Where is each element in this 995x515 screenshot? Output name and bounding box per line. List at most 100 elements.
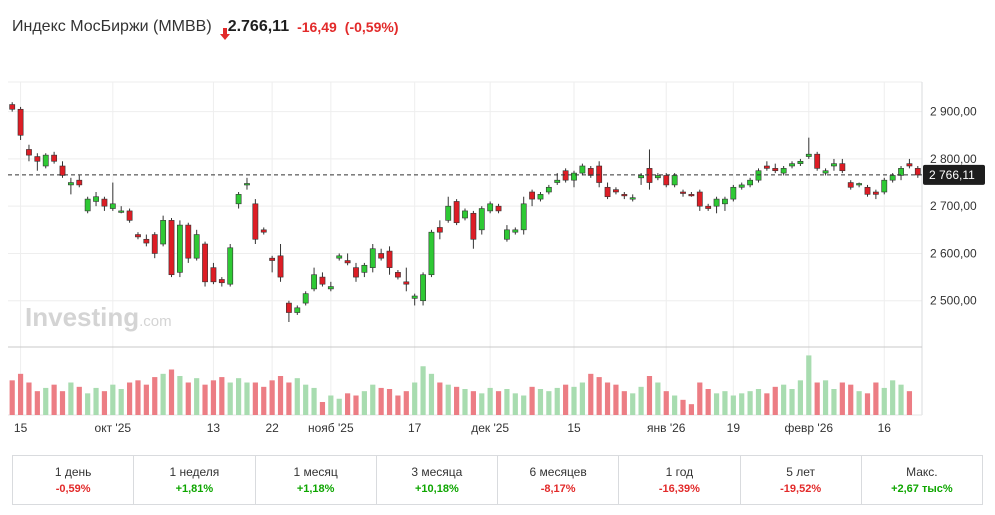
volume-bar — [504, 389, 510, 415]
candle-body — [193, 234, 200, 259]
volume-bar — [286, 382, 292, 415]
volume-bar — [26, 382, 32, 415]
candle-body — [629, 197, 636, 200]
volume-bar — [839, 382, 845, 415]
volume-bar — [680, 399, 686, 415]
candle-body — [537, 194, 544, 200]
volume-bar — [470, 391, 476, 415]
candle-body — [210, 267, 217, 283]
x-tick-label: 22 — [265, 421, 279, 435]
volume-bar — [613, 384, 619, 415]
candle-body — [9, 104, 16, 110]
volume-bar — [17, 373, 24, 415]
volume-bar — [437, 382, 443, 415]
volume-bar — [713, 393, 720, 415]
period-value: +10,18% — [415, 483, 459, 495]
candle-body — [386, 250, 393, 268]
candle-body — [663, 175, 670, 186]
candle-body — [596, 165, 603, 183]
period-label: 1 месяц — [293, 465, 338, 479]
candle-body — [126, 210, 133, 221]
volume-bar — [638, 386, 644, 415]
last-price: 2.766,11 — [227, 18, 290, 35]
candle-body — [369, 248, 376, 268]
candle-body — [34, 156, 41, 162]
volume-bar — [185, 382, 191, 415]
period-3-months[interactable]: 3 месяца +10,18% — [377, 456, 498, 504]
candle-body — [361, 264, 368, 273]
volume-bar — [403, 391, 409, 415]
candle-body — [529, 191, 535, 200]
candle-body — [872, 191, 879, 195]
x-tick-label: окт '25 — [95, 421, 132, 435]
candle-body — [453, 201, 460, 224]
volume-bar — [9, 380, 15, 415]
volume-bar — [93, 387, 99, 415]
period-value: -16,39% — [658, 483, 700, 495]
candle-body — [294, 307, 301, 313]
candle-body — [504, 229, 510, 240]
period-5-years[interactable]: 5 лет -19,52% — [741, 456, 862, 504]
volume-bar — [311, 387, 317, 415]
period-1-month[interactable]: 1 месяц +1,18% — [256, 456, 377, 504]
volume-bar — [202, 384, 208, 415]
volume-bar — [848, 384, 854, 415]
period-6-months[interactable]: 6 месяцев -8,17% — [498, 456, 620, 504]
price-chart[interactable]: 2 500,00 2 600,00 2 700,00 2 800,00 2 900,00… — [0, 60, 995, 445]
period-value: +1,81% — [175, 483, 214, 495]
y-tick-label: 2 600,00 — [930, 246, 977, 260]
y-tick-label: 2 800,00 — [930, 152, 977, 166]
period-1-week[interactable]: 1 неделя +1,81% — [134, 456, 256, 504]
candle-body — [730, 186, 737, 200]
candle-body — [763, 165, 770, 169]
volume-bar — [152, 377, 158, 415]
period-1-day[interactable]: 1 день -0,59% — [13, 456, 135, 504]
period-max[interactable]: Макс. +2,67 тыс% — [862, 456, 982, 504]
candle-body — [805, 153, 812, 157]
volume-bar — [454, 386, 460, 415]
x-tick-label: 13 — [207, 421, 221, 435]
period-1-year[interactable]: 1 год -16,39% — [619, 456, 741, 504]
candle-body — [445, 205, 452, 221]
candle-body — [135, 234, 141, 238]
y-tick-label: 2 900,00 — [930, 105, 977, 119]
candle-body — [202, 243, 208, 283]
volume-bar — [168, 369, 175, 415]
volume-bar — [252, 382, 258, 415]
volume-bar — [319, 402, 326, 415]
volume-bar — [831, 389, 837, 415]
volume-bar — [898, 384, 904, 415]
candle-body — [780, 168, 787, 174]
volume-bar — [521, 395, 527, 415]
volume-bar — [487, 387, 493, 415]
candle-body — [76, 179, 83, 186]
volume-bar — [336, 398, 342, 415]
candle-body — [898, 168, 904, 176]
candle-body — [252, 203, 259, 240]
volume-bar — [797, 380, 804, 415]
candle-body — [914, 168, 921, 176]
period-label: 5 лет — [786, 465, 816, 479]
volume-bar — [412, 382, 418, 415]
volume-bar — [261, 386, 267, 415]
candle-body — [168, 220, 175, 276]
volume-bar — [906, 391, 913, 415]
quote-header: Индекс МосБиржи (MMBB) 2.766,11 -16,49 (… — [12, 16, 398, 40]
volume-bar — [755, 389, 762, 415]
period-label: 1 неделя — [169, 465, 220, 479]
candle-body — [344, 260, 351, 264]
last-price-label: 2 766,11 — [929, 168, 975, 182]
candle-body — [688, 194, 695, 197]
candle-body — [160, 220, 167, 245]
candle-body — [269, 257, 276, 261]
volume-bar — [269, 380, 275, 415]
candle-body — [889, 175, 896, 181]
candle-body — [411, 295, 418, 299]
volume-bar — [135, 380, 141, 415]
period-label: 6 месяцев — [529, 465, 587, 479]
candle-body — [428, 231, 435, 276]
candle-body — [856, 183, 863, 186]
volume-bar — [705, 389, 711, 415]
x-tick-label: 16 — [878, 421, 892, 435]
candle-body — [772, 168, 779, 172]
